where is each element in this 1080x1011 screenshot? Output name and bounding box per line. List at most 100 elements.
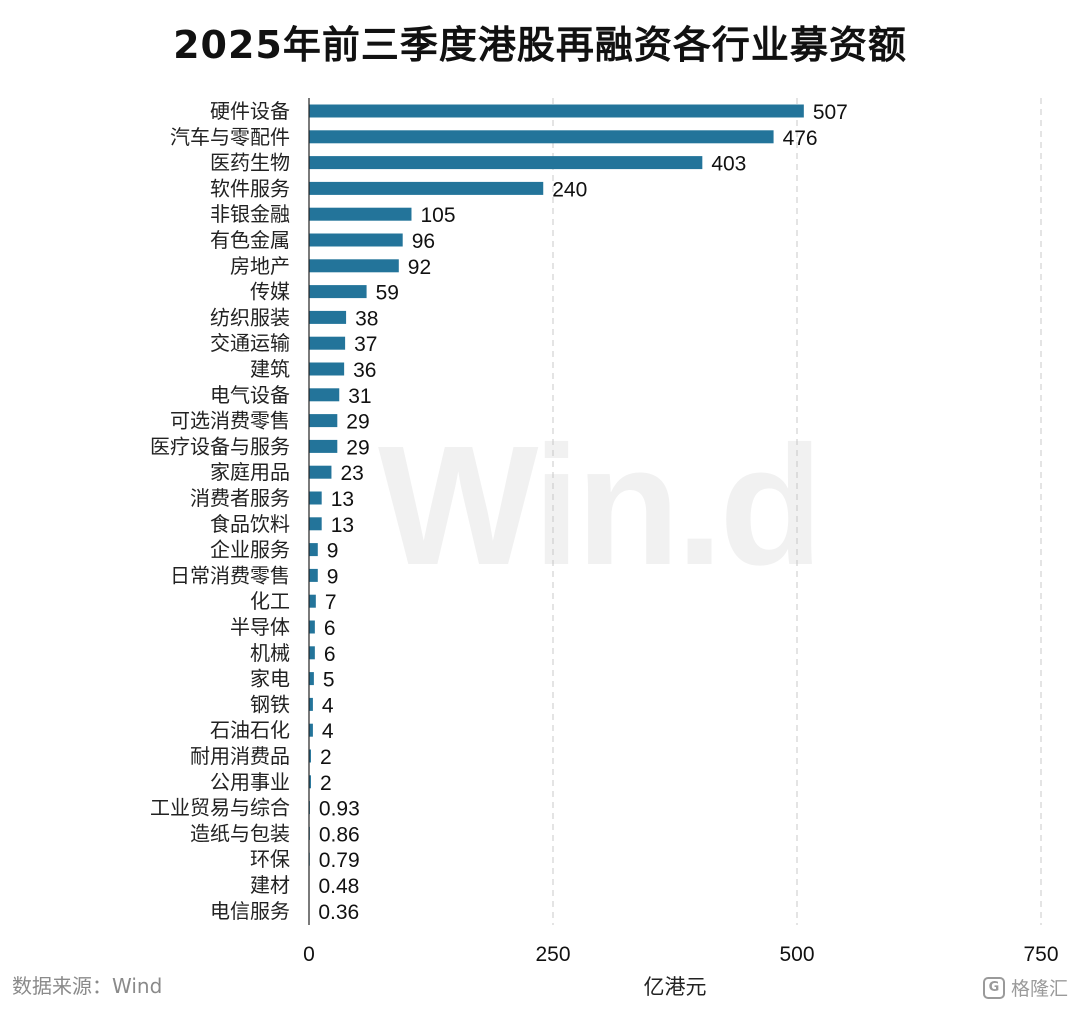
category-label: 交通运输 [210, 331, 290, 355]
category-label: 传媒 [250, 280, 290, 304]
category-label: 汽车与零配件 [170, 125, 290, 149]
category-label: 造纸与包装 [190, 821, 290, 845]
bar [309, 672, 314, 686]
category-label: 石油石化 [210, 718, 290, 742]
bar [309, 310, 347, 324]
category-label: 有色金属 [210, 228, 290, 252]
bar [309, 594, 316, 608]
brand-logo-icon: G [982, 976, 1005, 999]
value-label: 36 [353, 359, 376, 382]
bar [309, 465, 332, 479]
bar [309, 568, 318, 582]
value-label: 6 [324, 643, 336, 666]
value-label: 0.93 [319, 798, 360, 821]
category-label: 医疗设备与服务 [150, 434, 290, 458]
category-label: 可选消费零售 [170, 409, 290, 433]
value-label: 38 [355, 307, 378, 330]
value-label: 507 [813, 101, 848, 124]
value-label: 105 [420, 204, 455, 227]
value-label: 2 [320, 746, 332, 769]
bars [309, 104, 804, 918]
x-tick-label: 250 [535, 943, 570, 966]
bar [309, 491, 322, 505]
bar [309, 207, 412, 221]
value-label: 92 [408, 256, 431, 279]
category-label: 建材 [250, 873, 290, 897]
category-label: 消费者服务 [190, 486, 290, 510]
bar [309, 104, 804, 118]
bar [309, 156, 703, 170]
bar [309, 775, 311, 789]
category-label: 食品饮料 [210, 512, 290, 536]
bar [309, 697, 313, 711]
wind-watermark: Win.d [378, 411, 823, 601]
bar [309, 233, 403, 247]
category-label: 公用事业 [210, 770, 290, 794]
value-label: 6 [324, 617, 336, 640]
category-label: 企业服务 [210, 538, 290, 562]
bar [309, 130, 774, 144]
category-label: 医药生物 [210, 151, 290, 175]
category-label: 耐用消费品 [190, 744, 290, 768]
grid-lines [552, 98, 1042, 925]
category-label: 化工 [250, 589, 290, 613]
value-label: 0.48 [318, 875, 359, 898]
value-label: 2 [320, 772, 332, 795]
value-label: 403 [711, 153, 746, 176]
bar [309, 620, 315, 634]
brand-name: 格隆汇 [1010, 978, 1068, 1000]
value-label: 59 [376, 282, 399, 305]
category-label: 半导体 [230, 615, 290, 639]
x-tick-label: 500 [779, 943, 814, 966]
brand-mark: G 格隆汇 [982, 974, 1068, 1001]
category-label: 硬件设备 [210, 99, 290, 123]
category-label: 建筑 [250, 357, 290, 381]
value-label: 37 [354, 333, 377, 356]
category-label: 房地产 [230, 254, 290, 278]
bar [309, 543, 318, 557]
bar [309, 646, 315, 660]
value-label: 13 [331, 514, 354, 537]
category-label: 电气设备 [210, 383, 290, 407]
category-label: 钢铁 [250, 692, 290, 716]
x-tick-label: 0 [303, 943, 315, 966]
bar [309, 414, 338, 428]
bar [309, 439, 338, 453]
category-label: 非银金融 [210, 202, 290, 226]
value-label: 9 [327, 540, 339, 563]
category-label: 工业贸易与综合 [150, 796, 290, 820]
bar [309, 181, 544, 195]
source-note: 数据来源：Wind [12, 974, 163, 998]
bar [309, 259, 399, 273]
value-label: 0.79 [319, 849, 360, 872]
value-label: 5 [323, 669, 335, 692]
category-label: 环保 [250, 847, 290, 871]
value-label: 13 [331, 488, 354, 511]
x-axis-title: 亿港元 [644, 975, 707, 999]
value-label: 9 [327, 565, 339, 588]
bar [309, 388, 340, 402]
category-label: 软件服务 [210, 176, 290, 200]
bar [309, 517, 322, 531]
value-label: 29 [346, 436, 369, 459]
value-label: 4 [322, 694, 334, 717]
value-label: 23 [340, 462, 363, 485]
category-label: 日常消费零售 [170, 563, 290, 587]
bar [309, 749, 311, 763]
value-label: 7 [325, 591, 337, 614]
value-label: 0.36 [318, 901, 359, 924]
value-label: 240 [552, 178, 587, 201]
value-label: 476 [783, 127, 818, 150]
bar [309, 285, 367, 299]
value-label: 29 [346, 411, 369, 434]
category-label: 家电 [250, 667, 290, 691]
category-label: 家庭用品 [210, 460, 290, 484]
category-label: 纺织服装 [210, 305, 290, 329]
value-label: 0.86 [319, 823, 360, 846]
bar [309, 336, 346, 350]
category-label: 电信服务 [210, 899, 290, 923]
bar [309, 362, 345, 376]
chart-title: 2025年前三季度港股再融资各行业募资额 [173, 23, 907, 67]
